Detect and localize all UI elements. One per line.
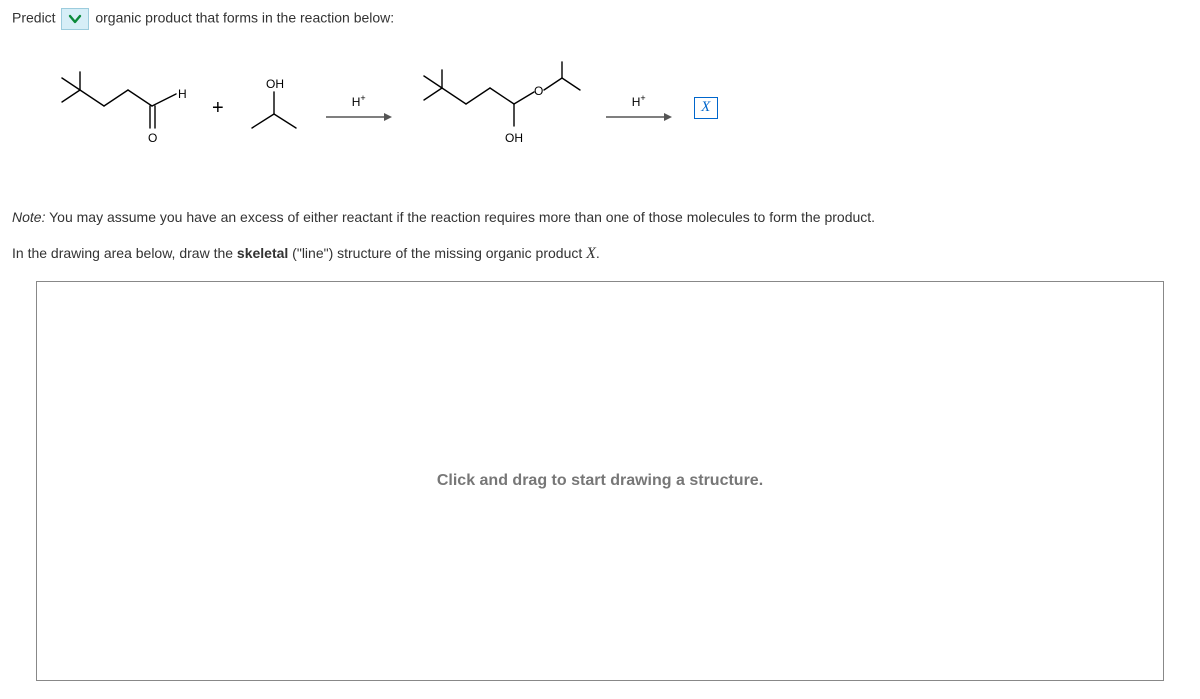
arrow-step-1: H+ [324, 93, 394, 123]
drawing-placeholder: Click and drag to start drawing a struct… [437, 472, 763, 490]
reactant-alcohol: OH [244, 76, 304, 140]
drawing-canvas[interactable]: Click and drag to start drawing a struct… [36, 281, 1164, 681]
plus-sign: + [212, 97, 224, 120]
reactant-aldehyde: H O [52, 68, 192, 148]
dropdown-marker[interactable] [61, 8, 89, 30]
note-text: You may assume you have an excess of eit… [45, 209, 875, 225]
question-suffix: organic product that forms in the reacti… [91, 10, 394, 26]
instruction-var: X [586, 245, 596, 262]
reaction-scheme: H O + OH H+ [12, 50, 1188, 176]
note-block: Note: You may assume you have an excess … [12, 206, 1188, 267]
instruction-post: ("line") structure of the missing organi… [288, 245, 586, 261]
product-x-box: X [694, 97, 718, 119]
h-plus-1: H+ [352, 93, 366, 109]
question-prefix: Predict [12, 10, 59, 26]
svg-text:O: O [534, 84, 543, 98]
svg-text:OH: OH [266, 77, 284, 91]
intermediate-hemiacetal: O OH [414, 60, 584, 156]
instruction-period: . [596, 245, 600, 261]
instruction-bold: skeletal [237, 245, 288, 261]
svg-text:OH: OH [505, 131, 523, 145]
h-plus-2: H+ [632, 93, 646, 109]
svg-text:O: O [148, 131, 157, 145]
instruction-pre: In the drawing area below, draw the [12, 245, 237, 261]
arrow-step-2: H+ [604, 93, 674, 123]
question-prompt: Predict organic product that forms in th… [12, 8, 1188, 30]
note-label: Note: [12, 209, 45, 225]
svg-text:H: H [178, 87, 187, 101]
